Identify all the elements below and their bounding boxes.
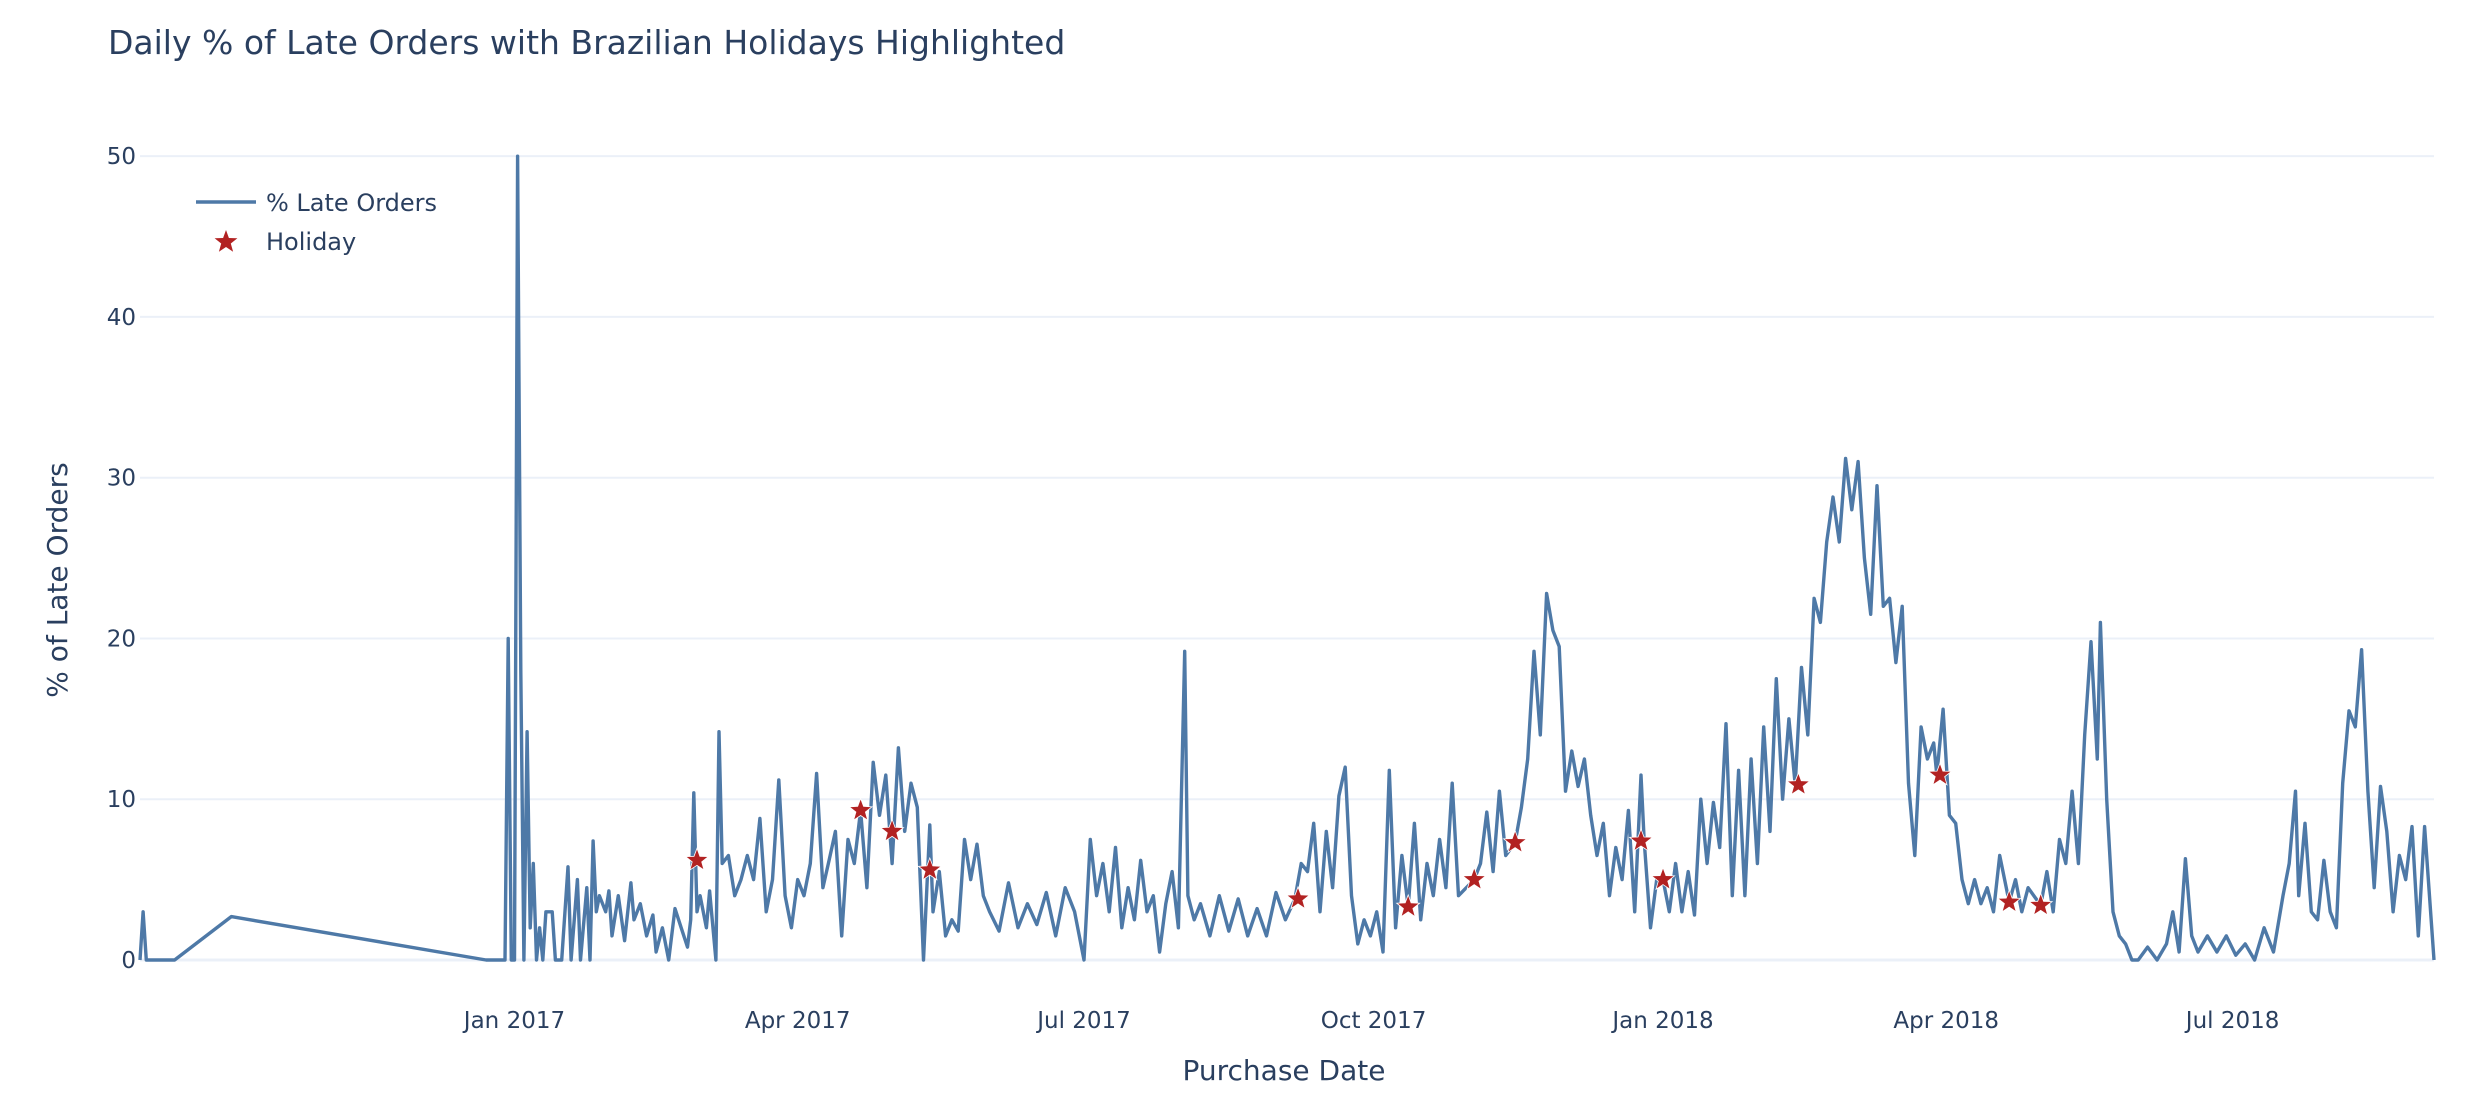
gridlines: [140, 155, 2434, 801]
holiday-star-marker: [1502, 829, 1528, 854]
holiday-star-marker: [848, 797, 874, 822]
chart-title: Daily % of Late Orders with Brazilian Ho…: [108, 23, 1065, 62]
legend-item-late-orders[interactable]: % Late Orders: [196, 189, 437, 217]
x-tick-label: Apr 2018: [1893, 1008, 1999, 1034]
x-tick-label: Apr 2017: [745, 1008, 851, 1034]
holiday-star-marker: [1461, 866, 1487, 891]
holiday-star-marker: [684, 847, 710, 871]
holiday-star-marker: [2028, 892, 2054, 916]
holiday-star-marker: [1785, 771, 1811, 796]
x-tick-label: Jan 2018: [1610, 1008, 1713, 1034]
holiday-star-marker: [1285, 885, 1311, 910]
holiday-star-marker: [1996, 888, 2022, 913]
holiday-star-marker: [879, 818, 905, 843]
x-tick-labels: Jan 2017 Apr 2017 Jul 2017 Oct 2017 Jan 2018…: [462, 1008, 2280, 1034]
y-tick-label: 50: [107, 144, 136, 170]
holiday-markers: [684, 761, 2054, 918]
y-tick-label: 20: [107, 626, 136, 652]
x-tick-label: Jul 2017: [1035, 1008, 1131, 1034]
legend-item-holiday[interactable]: Holiday: [214, 228, 357, 256]
x-tick-label: Jan 2017: [462, 1008, 565, 1034]
x-tick-label: Jul 2018: [2184, 1008, 2280, 1034]
y-tick-label: 40: [107, 305, 136, 331]
y-tick-labels: 0 10 20 30 40 50: [107, 144, 136, 974]
holiday-star-marker: [1650, 866, 1676, 891]
holiday-star-marker: [1927, 761, 1953, 786]
y-tick-label: 0: [121, 948, 136, 974]
legend[interactable]: % Late Orders Holiday: [196, 189, 437, 256]
x-tick-label: Oct 2017: [1321, 1008, 1427, 1034]
y-tick-label: 10: [107, 787, 136, 813]
y-tick-label: 30: [107, 466, 136, 492]
late-orders-line: [138, 154, 2436, 962]
x-axis-title: Purchase Date: [1183, 1054, 1386, 1087]
holiday-star-marker: [1395, 893, 1421, 918]
y-axis-title: % of Late Orders: [41, 462, 74, 697]
star-icon: [214, 230, 238, 252]
holiday-star-marker: [917, 856, 943, 881]
holiday-star-marker: [1628, 827, 1654, 852]
legend-label-late-orders: % Late Orders: [266, 189, 437, 217]
legend-label-holiday: Holiday: [266, 228, 356, 256]
